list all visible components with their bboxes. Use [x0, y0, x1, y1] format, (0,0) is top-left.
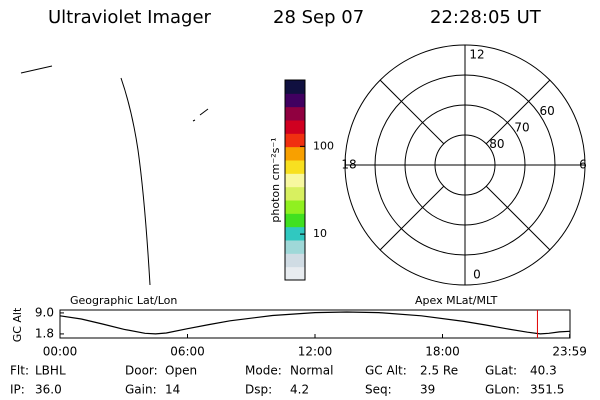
field-value: LBHL — [35, 364, 66, 378]
color-cell — [285, 186, 305, 201]
mlt-line — [379, 79, 445, 145]
field-label: GLat: — [485, 364, 517, 378]
field-label: GLon: — [485, 383, 520, 397]
color-cell — [285, 133, 305, 148]
orbit-ylabel: GC Alt — [11, 307, 24, 342]
mlt-label: 6 — [579, 158, 587, 172]
time: 22:28:05 UT — [430, 7, 542, 28]
field-value: 351.5 — [530, 383, 564, 397]
color-cell — [285, 160, 305, 174]
field-label: Seq: — [365, 383, 392, 397]
field-value: Normal — [290, 364, 333, 378]
orbit-left-label: Geographic Lat/Lon — [70, 294, 177, 307]
lat-ring — [404, 104, 526, 226]
geographic-panel — [20, 65, 209, 286]
color-cell — [285, 80, 305, 94]
color-cell — [285, 240, 305, 254]
field-value: 4.2 — [290, 383, 309, 397]
field-label: Dsp: — [245, 383, 272, 397]
field-label: GC Alt: — [365, 364, 407, 378]
mlt-label: 18 — [341, 158, 356, 172]
x-tick-label: 06:00 — [170, 345, 205, 359]
lat-label: 80 — [489, 137, 504, 151]
field-label: Gain: — [125, 383, 157, 397]
colorbar-frame — [284, 79, 306, 281]
lat-label: 60 — [540, 104, 555, 118]
field-value: 40.3 — [530, 364, 557, 378]
color-cell — [285, 93, 305, 108]
color-cell — [285, 213, 305, 228]
orbit-right-label: Apex MLat/MLT — [415, 294, 498, 307]
color-cell — [285, 266, 305, 281]
lat-ring — [434, 134, 496, 196]
x-tick-label: 00:00 — [43, 345, 78, 359]
color-cell — [285, 253, 305, 268]
color-cell — [285, 226, 305, 241]
coastline — [20, 65, 53, 74]
x-tick-label: 23:59 — [552, 345, 587, 359]
altitude-line — [59, 311, 570, 335]
mlt-line — [379, 185, 445, 251]
field-label: Door: — [125, 364, 158, 378]
color-cell — [285, 173, 305, 188]
mlt-line — [485, 185, 551, 251]
x-tick-label: 12:00 — [298, 345, 333, 359]
color-cell — [285, 120, 305, 134]
coastline — [120, 77, 151, 286]
orbit-frame — [59, 309, 571, 339]
colorbar-tick-label: 100 — [313, 139, 334, 152]
mlt-label: 12 — [469, 48, 484, 62]
field-label: IP: — [10, 383, 25, 397]
x-tick-label: 18:00 — [425, 345, 460, 359]
color-cell — [285, 146, 305, 161]
field-value: Open — [165, 364, 197, 378]
field-label: Flt: — [10, 364, 29, 378]
coastline — [199, 108, 209, 116]
lat-label: 70 — [514, 120, 529, 134]
field-label: Mode: — [245, 364, 282, 378]
color-cell — [285, 200, 305, 214]
title: Ultraviolet Imager — [48, 7, 212, 28]
date: 28 Sep 07 — [273, 7, 364, 28]
colorbar-tick-label: 10 — [313, 227, 327, 240]
colorbar-label: photon cm⁻²s⁻¹ — [269, 137, 282, 222]
mlt-label: 0 — [473, 268, 481, 282]
field-value: 39 — [420, 383, 435, 397]
field-value: 36.0 — [35, 383, 62, 397]
y-tick-label: 1.8 — [35, 326, 54, 340]
mlt-line — [485, 79, 551, 145]
coastline — [192, 119, 196, 122]
color-cell — [285, 106, 305, 121]
field-value: 14 — [165, 383, 180, 397]
y-tick-label: 9.0 — [35, 305, 54, 319]
lat-ring — [374, 74, 556, 256]
field-value: 2.5 Re — [420, 364, 458, 378]
